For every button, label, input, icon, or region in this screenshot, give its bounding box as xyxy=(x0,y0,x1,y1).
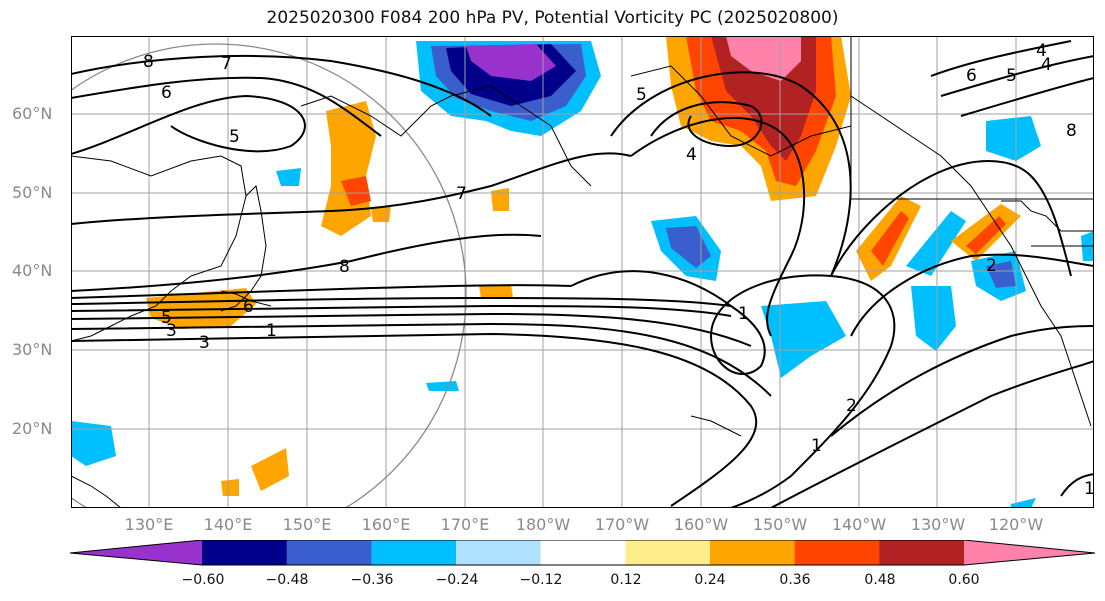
contour-label: 3 xyxy=(166,321,177,341)
colorbar-tick: 0.60 xyxy=(948,572,980,588)
contour-label: 3 xyxy=(199,333,210,353)
colorbar-extend-high xyxy=(964,540,1095,565)
contour-label: 4 xyxy=(686,145,697,165)
colorbar-tick: −0.24 xyxy=(435,572,479,588)
colorbar-cell xyxy=(540,540,626,565)
colorbar-tick: −0.48 xyxy=(265,572,309,588)
contour-label: 2 xyxy=(986,256,997,276)
map-canvas: 8 7 6 5 4 5 4 6 5 4 8 7 2 1 2 1 6 5 3 1 … xyxy=(71,36,1094,508)
contour-label: 8 xyxy=(339,257,350,277)
contour-label: 5 xyxy=(1006,66,1017,86)
contour-label: 4 xyxy=(1036,41,1047,61)
lat-label: 60°N xyxy=(12,104,53,123)
colorbar-extend-low xyxy=(70,540,202,565)
colorbar-cell xyxy=(202,540,288,565)
lon-label: 160°E xyxy=(361,515,411,534)
contour-label: 1 xyxy=(811,436,822,456)
contour-label: 5 xyxy=(229,127,240,147)
contour-label: 1 xyxy=(1084,479,1094,499)
contour-label: 6 xyxy=(161,83,172,103)
colorbar-cell xyxy=(286,540,372,565)
pv-shading xyxy=(71,36,1094,508)
contour-label: 4 xyxy=(1041,55,1052,75)
colorbar xyxy=(70,540,1096,566)
pv-contours xyxy=(71,40,1094,508)
lon-label: 170°E xyxy=(440,515,490,534)
lon-label: 160°W xyxy=(673,515,729,534)
contour-label: 2 xyxy=(846,396,857,416)
colorbar-cell xyxy=(625,540,711,565)
lat-label: 30°N xyxy=(12,340,53,359)
colorbar-tick: 0.36 xyxy=(779,572,811,588)
lat-label: 40°N xyxy=(12,261,53,280)
lat-label: 50°N xyxy=(12,183,53,202)
lon-label: 140°E xyxy=(203,515,253,534)
contour-label: 6 xyxy=(243,297,254,317)
colorbar-tick: −0.36 xyxy=(350,572,394,588)
colorbar-cell xyxy=(710,540,796,565)
range-ring xyxy=(71,43,467,508)
lon-label: 130°W xyxy=(910,515,966,534)
lon-label: 150°W xyxy=(752,515,808,534)
map-panel: 8 7 6 5 4 5 4 6 5 4 8 7 2 1 2 1 6 5 3 1 … xyxy=(71,36,1094,508)
colorbar-cell xyxy=(794,540,880,565)
colorbar-cell xyxy=(371,540,457,565)
lon-label: 120°W xyxy=(988,515,1044,534)
contour-label: 6 xyxy=(966,66,977,86)
contour-label: 8 xyxy=(1066,121,1077,141)
colorbar-tick: −0.60 xyxy=(181,572,225,588)
lat-label: 20°N xyxy=(12,419,53,438)
lon-label: 180°W xyxy=(515,515,571,534)
lon-label: 170°W xyxy=(594,515,650,534)
map-title: 2025020300 F084 200 hPa PV, Potential Vo… xyxy=(266,8,839,28)
contour-label-group: 8 7 6 5 4 5 4 6 5 4 8 7 2 1 2 1 6 5 3 1 … xyxy=(143,41,1094,499)
lon-label: 130°E xyxy=(124,515,174,534)
colorbar-tick: −0.12 xyxy=(519,572,563,588)
colorbar-cell xyxy=(456,540,542,565)
contour-label: 1 xyxy=(266,321,277,341)
colorbar-cell xyxy=(879,540,965,565)
contour-label: 7 xyxy=(221,54,232,74)
lon-label: 150°E xyxy=(282,515,332,534)
colorbar-tick: 0.12 xyxy=(610,572,642,588)
contour-label: 5 xyxy=(161,308,172,328)
lon-label: 140°W xyxy=(831,515,887,534)
contour-label: 1 xyxy=(738,304,749,324)
colorbar-tick: 0.48 xyxy=(864,572,896,588)
contour-label: 7 xyxy=(456,184,467,204)
colorbar-tick: 0.24 xyxy=(694,572,726,588)
contour-label: 5 xyxy=(636,85,647,105)
contour-label: 8 xyxy=(143,52,154,72)
